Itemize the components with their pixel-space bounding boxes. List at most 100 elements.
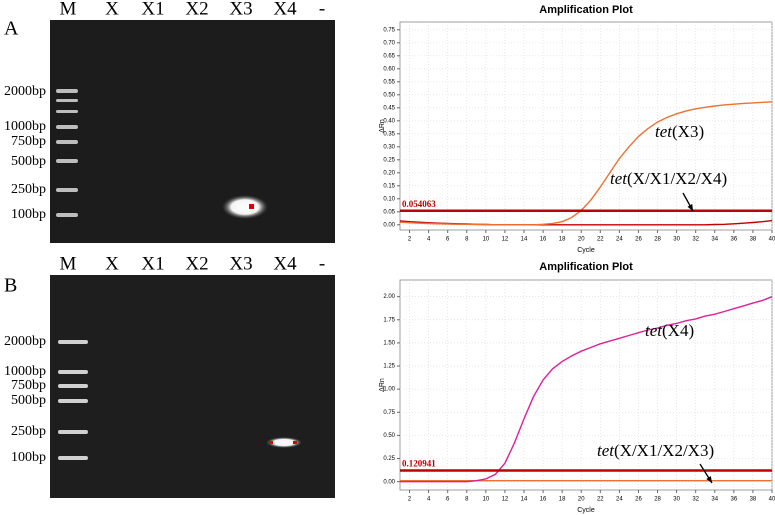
ladder-label: 250bp	[11, 424, 46, 439]
annotation: tet(X/X1/X2/X3)	[597, 441, 714, 460]
x-tick-label: 12	[502, 237, 509, 243]
y-tick-label: 2.00	[383, 294, 395, 300]
y-tick-label: 0.15	[383, 183, 395, 189]
y-axis-label: ΔRn	[379, 378, 386, 392]
arrow-head	[687, 204, 693, 211]
y-axis-label: ΔRn	[379, 119, 386, 133]
lane-label: M	[60, 253, 77, 274]
ladder-label: 2000bp	[4, 334, 46, 349]
x-tick-label: 40	[769, 497, 775, 503]
x-tick-label: 4	[427, 497, 431, 503]
lane-label: X	[105, 0, 119, 19]
x-tick-label: 38	[750, 497, 757, 503]
x-tick-label: 8	[465, 237, 469, 243]
threshold-label: 0.120941	[402, 459, 436, 469]
gel-image	[50, 275, 335, 498]
x-tick-label: 40	[769, 237, 775, 243]
x-tick-label: 6	[446, 237, 450, 243]
dna-band	[266, 437, 302, 448]
lane-label: X4	[273, 0, 297, 19]
lane-label: X4	[273, 253, 297, 274]
ladder-label: 100bp	[11, 450, 46, 465]
y-tick-label: 0.25	[383, 456, 395, 462]
annotation-gene: tet	[655, 122, 673, 141]
lane-label: X2	[185, 0, 208, 19]
x-tick-label: 32	[692, 237, 699, 243]
y-tick-label: 0.00	[383, 222, 395, 228]
y-tick-label: 0.75	[383, 410, 395, 416]
ladder-label: 750bp	[11, 378, 46, 393]
y-tick-label: 0.65	[383, 53, 395, 59]
x-tick-label: 36	[731, 237, 738, 243]
band-marker	[249, 204, 254, 209]
x-tick-label: 2	[408, 497, 412, 503]
y-tick-label: 0.45	[383, 105, 395, 111]
y-tick-label: 0.40	[383, 118, 395, 124]
plot-area	[399, 21, 773, 231]
annotation: tet(X/X1/X2/X4)	[610, 169, 727, 188]
ladder-bands	[56, 89, 78, 217]
y-tick-label: 0.05	[383, 209, 395, 215]
x-tick-label: 26	[635, 497, 642, 503]
arrow-head	[706, 476, 712, 483]
ladder-label: 1000bp	[4, 119, 46, 134]
ladder-label: 1000bp	[4, 364, 46, 379]
ladder-label: 100bp	[11, 207, 46, 222]
annotation-gene: tet	[610, 169, 628, 188]
y-tick-label: 1.50	[383, 340, 395, 346]
panel-label: A	[4, 18, 19, 40]
x-tick-label: 18	[559, 497, 566, 503]
lane-label: X1	[141, 0, 164, 19]
y-tick-label: 0.25	[383, 157, 395, 163]
ladder-label: 500bp	[11, 393, 46, 408]
y-tick-label: 0.70	[383, 40, 395, 46]
band-marker	[269, 441, 273, 444]
y-tick-label: 0.30	[383, 144, 395, 150]
y-tick-label: 1.75	[383, 317, 395, 323]
x-tick-label: 6	[446, 497, 450, 503]
ladder-label: 750bp	[11, 134, 46, 149]
x-tick-label: 36	[731, 497, 738, 503]
annotation-target: (X/X1/X2/X4)	[627, 169, 727, 188]
x-tick-label: 2	[408, 237, 412, 243]
x-tick-label: 24	[616, 497, 623, 503]
x-tick-label: 28	[654, 497, 661, 503]
x-tick-label: 10	[483, 497, 490, 503]
annotation-gene: tet	[597, 441, 615, 460]
annotation-target: (X/X1/X2/X3)	[614, 441, 714, 460]
dna-band	[222, 195, 268, 219]
x-axis-label: Cycle	[577, 247, 595, 254]
y-tick-label: 0.10	[383, 196, 395, 202]
ladder-label: 250bp	[11, 182, 46, 197]
x-tick-label: 14	[521, 237, 528, 243]
annotation-gene: tet	[645, 321, 663, 340]
x-tick-label: 16	[540, 237, 547, 243]
x-tick-label: 4	[427, 237, 431, 243]
lane-label: X3	[229, 253, 252, 274]
x-tick-label: 34	[711, 497, 718, 503]
x-tick-label: 30	[673, 237, 680, 243]
x-tick-label: 18	[559, 237, 566, 243]
ladder-label: 500bp	[11, 154, 46, 169]
lane-label: -	[319, 253, 325, 274]
ladder-label: 2000bp	[4, 84, 46, 99]
x-tick-label: 30	[673, 497, 680, 503]
x-tick-label: 8	[465, 497, 469, 503]
lane-label: X2	[185, 253, 208, 274]
annotation-target: (X3)	[672, 122, 704, 141]
series-line	[399, 101, 773, 226]
band-marker	[293, 441, 297, 444]
y-tick-label: 1.00	[383, 387, 395, 393]
chart-title: Amplification Plot	[539, 261, 633, 273]
threshold-label: 0.054063	[402, 199, 436, 209]
ladder-bands	[58, 340, 88, 460]
y-tick-label: 0.55	[383, 79, 395, 85]
annotation: tet(X4)	[645, 321, 694, 340]
x-tick-label: 28	[654, 237, 661, 243]
x-tick-label: 34	[711, 237, 718, 243]
y-tick-label: 0.50	[383, 92, 395, 98]
y-tick-label: 0.00	[383, 479, 395, 485]
x-tick-label: 20	[578, 237, 585, 243]
x-tick-label: 26	[635, 237, 642, 243]
x-tick-label: 32	[692, 497, 699, 503]
